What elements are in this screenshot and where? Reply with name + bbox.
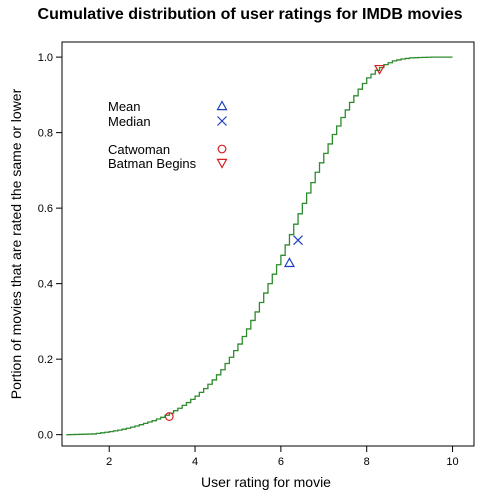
x-tick-label: 10	[446, 456, 458, 468]
y-tick-label: 0.2	[38, 354, 53, 366]
legend-median-symbol	[217, 116, 227, 126]
y-tick-label: 0.4	[38, 279, 53, 291]
y-tick-label: 0.0	[38, 430, 53, 442]
markers-layer	[164, 64, 386, 421]
catwoman-marker	[164, 412, 174, 421]
mean-marker	[283, 257, 295, 268]
legend-catwoman-symbol	[217, 144, 227, 154]
x-tick-label: 6	[278, 456, 284, 468]
y-tick-label: 0.8	[38, 128, 53, 140]
x-tick-label: 2	[106, 456, 112, 468]
x-axis-label: User rating for movie	[201, 474, 331, 490]
legend-label: Catwoman	[108, 142, 170, 157]
legend-label: Median	[108, 114, 151, 129]
legend-batman-begins-symbol	[216, 158, 228, 169]
cdf-step-line	[66, 56, 453, 436]
chart-title: Cumulative distribution of user ratings …	[38, 6, 463, 23]
x-tick-label: 8	[364, 456, 370, 468]
y-axis: 0.0 0.2 0.4 0.6 0.8 1.0	[38, 52, 62, 442]
median-marker	[293, 235, 303, 246]
legend-label: Mean	[108, 99, 141, 114]
y-axis-label: Portion of movies that are rated the sam…	[8, 88, 24, 399]
y-tick-label: 1.0	[38, 52, 53, 64]
x-axis: 2 4 6 8 10	[106, 446, 459, 468]
legend-label: Batman Begins	[108, 156, 197, 171]
y-tick-label: 0.6	[38, 203, 53, 215]
batman-begins-marker	[374, 64, 386, 75]
x-tick-label: 4	[192, 456, 198, 468]
legend-mean-symbol	[216, 100, 228, 111]
plot-frame	[61, 41, 475, 447]
